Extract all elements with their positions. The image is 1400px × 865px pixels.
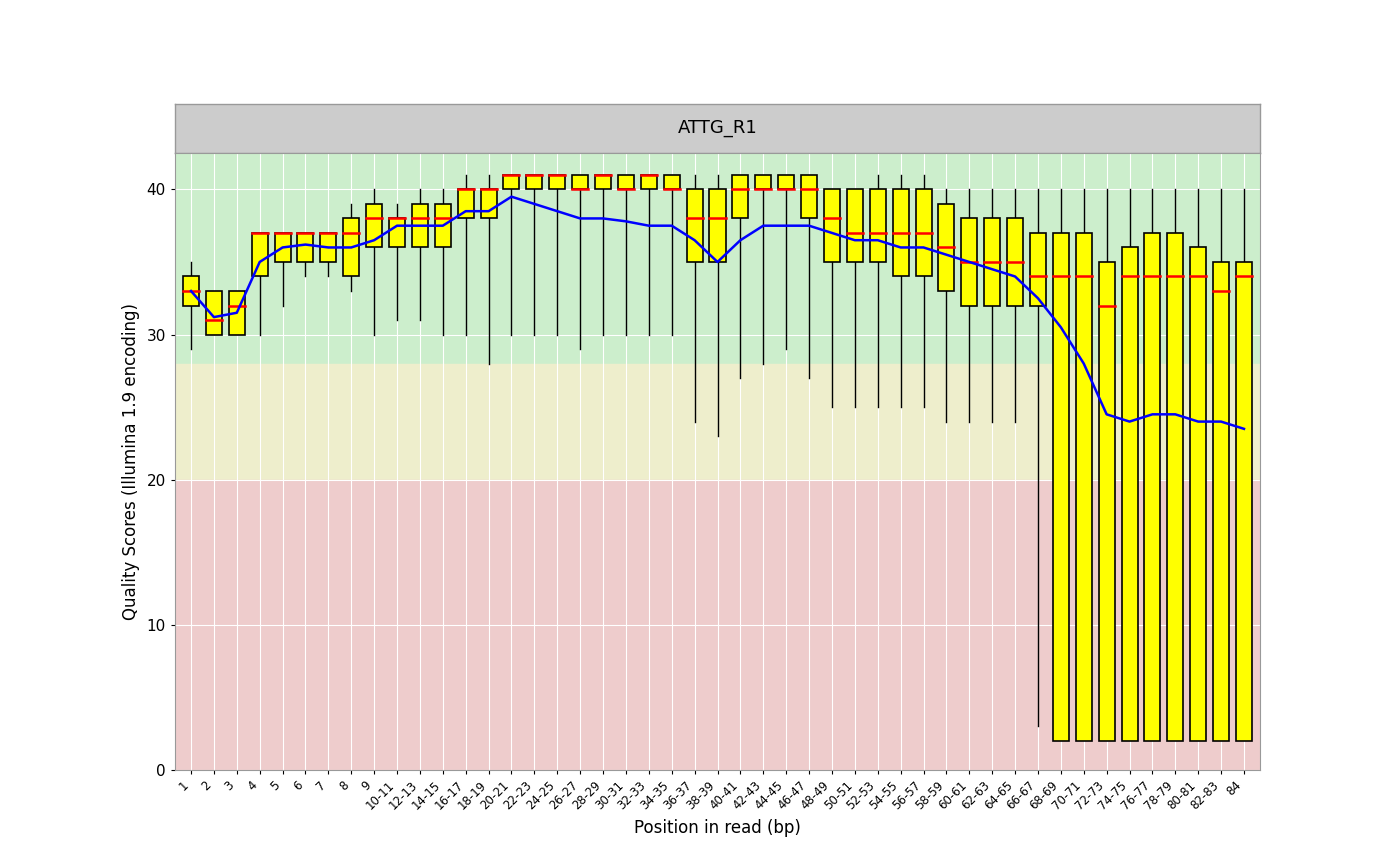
Bar	[526, 175, 542, 189]
Bar	[549, 175, 566, 189]
Bar	[847, 189, 862, 262]
Bar	[412, 204, 428, 247]
Bar	[1190, 247, 1207, 740]
Bar	[617, 175, 634, 189]
Bar	[175, 363, 1260, 479]
Bar	[175, 131, 1260, 363]
Bar	[825, 189, 840, 262]
Text: ATTG_R1: ATTG_R1	[678, 119, 757, 138]
Bar	[1030, 233, 1046, 305]
Bar	[183, 277, 199, 305]
Bar	[206, 291, 223, 335]
Bar	[1144, 233, 1161, 740]
Bar	[778, 175, 794, 189]
Bar	[504, 175, 519, 189]
Bar	[755, 175, 771, 189]
Bar	[1007, 219, 1023, 305]
Bar	[916, 189, 931, 277]
Bar	[435, 204, 451, 247]
Bar	[297, 233, 314, 262]
Bar	[664, 175, 680, 189]
Bar	[274, 233, 291, 262]
Bar	[1099, 262, 1114, 740]
Bar	[367, 204, 382, 247]
Bar	[1075, 233, 1092, 740]
Bar	[641, 175, 657, 189]
Bar	[595, 175, 610, 189]
Bar	[1236, 262, 1252, 740]
Bar	[938, 204, 955, 291]
X-axis label: Position in read (bp): Position in read (bp)	[634, 819, 801, 837]
Bar	[175, 479, 1260, 770]
Bar	[458, 189, 473, 219]
Bar	[984, 219, 1000, 305]
Bar	[1053, 233, 1068, 740]
Y-axis label: Quality Scores (Illumina 1.9 encoding): Quality Scores (Illumina 1.9 encoding)	[122, 303, 140, 620]
Bar	[893, 189, 909, 277]
Bar	[1168, 233, 1183, 740]
Bar	[343, 219, 360, 277]
Bar	[710, 189, 725, 262]
Bar	[389, 219, 405, 247]
Bar	[573, 175, 588, 189]
Bar	[480, 189, 497, 219]
Bar	[869, 189, 886, 262]
Bar	[962, 219, 977, 305]
Bar	[252, 233, 267, 277]
Bar	[321, 233, 336, 262]
Bar	[228, 291, 245, 335]
Bar	[801, 175, 818, 219]
Bar	[732, 175, 749, 219]
Bar	[1121, 247, 1138, 740]
Bar	[686, 189, 703, 262]
Bar	[1212, 262, 1229, 740]
